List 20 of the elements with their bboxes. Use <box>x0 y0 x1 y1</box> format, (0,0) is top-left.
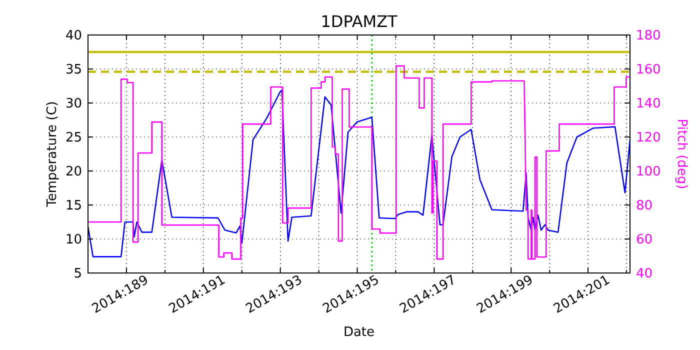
y-tick-label: 25 <box>65 130 82 146</box>
y2-tick-label: 100 <box>636 164 661 180</box>
y2-tick-label: 80 <box>636 198 653 214</box>
y2-tick-label: 40 <box>636 266 653 282</box>
y-tick-label: 35 <box>65 62 82 78</box>
y-tick-label: 40 <box>65 28 82 44</box>
y-axis-title: Temperature (C) <box>45 101 60 208</box>
y-tick-label: 15 <box>65 198 82 214</box>
y-tick-label: 5 <box>74 266 82 282</box>
chart-title: 1DPAMZT <box>320 12 398 31</box>
y-tick-label: 30 <box>65 96 82 112</box>
y2-axis-title: Pitch (deg) <box>674 118 689 190</box>
y-tick-label: 10 <box>65 232 82 248</box>
y2-tick-label: 120 <box>636 130 661 146</box>
y2-tick-label: 60 <box>636 232 653 248</box>
y2-tick-label: 160 <box>636 62 661 78</box>
y2-tick-label: 180 <box>636 28 661 44</box>
y-tick-label: 20 <box>65 164 82 180</box>
y2-tick-label: 140 <box>636 96 661 112</box>
x-axis-title: Date <box>343 325 375 340</box>
